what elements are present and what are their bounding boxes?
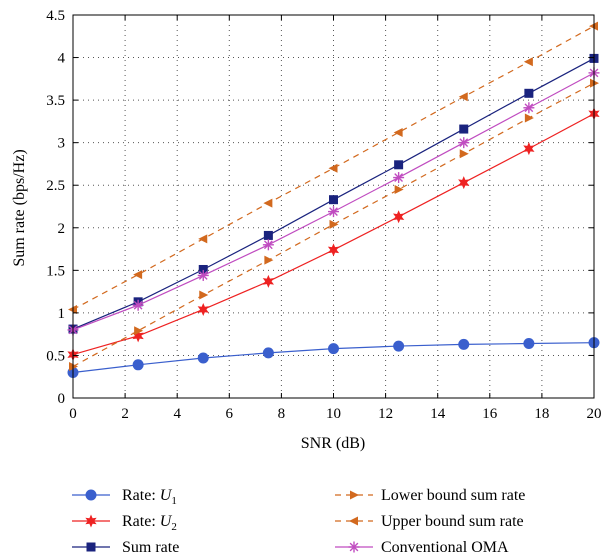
legend-item: Conventional OMA [335, 539, 509, 556]
data-point [262, 239, 274, 251]
data-point [393, 210, 405, 224]
x-axis-label: SNR (dB) [301, 435, 365, 452]
data-point [198, 264, 208, 274]
data-point [198, 234, 208, 244]
x-tick-label: 14 [430, 406, 446, 422]
data-point [263, 198, 273, 208]
data-point [393, 340, 405, 352]
data-point [393, 172, 405, 184]
data-point [197, 352, 209, 364]
data-point [459, 124, 469, 134]
data-point [263, 230, 273, 240]
legend-label: Conventional OMA [381, 539, 509, 556]
series-rate-u2 [67, 107, 600, 362]
data-point [328, 163, 338, 173]
series-line [72, 57, 595, 330]
legend-marker [350, 490, 359, 500]
series-conventional-oma [67, 67, 600, 336]
data-point [262, 274, 274, 288]
data-point [197, 302, 209, 316]
data-point [264, 255, 274, 265]
legend-item: Upper bound sum rate [335, 513, 524, 530]
legend-label: Rate: U2 [122, 513, 177, 533]
data-point [329, 195, 338, 205]
y-tick-label: 2 [58, 221, 66, 237]
x-tick-label: 16 [482, 406, 498, 422]
legend-item: Rate: U1 [72, 487, 177, 507]
x-tick-label: 0 [69, 406, 77, 422]
data-point [523, 142, 535, 156]
y-axis-label: Sum rate (bps/Hz) [11, 149, 28, 266]
data-point [523, 57, 533, 67]
data-point [393, 127, 403, 137]
data-point [524, 113, 534, 123]
y-tick-label: 1.5 [46, 263, 65, 279]
legend-label: Lower bound sum rate [381, 487, 525, 504]
series-upper-bound-sum-rate [68, 21, 598, 314]
y-tick-label: 4 [58, 51, 66, 67]
data-point [132, 329, 144, 343]
legend-item: Rate: U2 [72, 513, 177, 533]
legend-marker [86, 542, 96, 552]
data-point [132, 299, 144, 311]
x-tick-label: 4 [173, 406, 181, 422]
x-tick-label: 18 [534, 406, 549, 422]
y-tick-label: 3.5 [46, 93, 65, 109]
data-point [458, 176, 470, 190]
series-line [72, 113, 595, 356]
x-tick-label: 10 [326, 406, 341, 422]
series-line [72, 82, 595, 368]
data-point [327, 243, 340, 257]
x-tick-label: 6 [226, 406, 234, 422]
data-point [328, 206, 339, 218]
data-point [523, 338, 535, 350]
legend-marker [85, 514, 97, 528]
y-tick-label: 2.5 [46, 178, 65, 194]
legend-marker [85, 489, 97, 501]
axis-ticks: 0 2 4 6 8 10 12 14 16 18 20 0 0.5 1 1.5 2 2.5 3 3.5 4 4.5 [46, 8, 601, 422]
legend-label: Sum rate [122, 539, 179, 556]
legend-item: Lower bound sum rate [335, 487, 525, 504]
data-point [459, 149, 469, 159]
data-point [199, 290, 209, 300]
series-rate-u1 [67, 337, 600, 378]
data-point [523, 102, 535, 114]
y-tick-label: 0.5 [46, 348, 65, 364]
y-tick-label: 1 [58, 306, 66, 322]
legend-label: Upper bound sum rate [381, 513, 524, 530]
legend: Rate: U1 Rate: U2 Sum rate Lower bound sum … [72, 487, 525, 556]
data-point [458, 92, 468, 102]
y-tick-label: 0 [58, 391, 66, 407]
x-tick-label: 12 [378, 406, 393, 422]
data-point [262, 347, 274, 359]
y-tick-label: 4.5 [46, 8, 65, 24]
legend-label: Rate: U1 [122, 487, 177, 507]
data-point [197, 269, 209, 281]
data-point [524, 88, 534, 98]
legend-marker [349, 516, 358, 526]
x-tick-label: 20 [587, 406, 602, 422]
data-point [394, 184, 404, 194]
data-point [134, 326, 144, 336]
data-point [394, 160, 404, 170]
x-tick-label: 8 [278, 406, 286, 422]
y-tick-label: 3 [58, 136, 66, 152]
data-point [329, 219, 339, 229]
grid [73, 15, 594, 398]
data-point [133, 270, 143, 280]
data-point [132, 359, 144, 371]
data-point [328, 343, 339, 355]
legend-marker [348, 541, 360, 553]
legend-item: Sum rate [72, 539, 179, 556]
x-tick-label: 2 [121, 406, 129, 422]
data-point [458, 137, 470, 149]
data-point [458, 338, 470, 350]
plot-series [67, 21, 600, 378]
series-lower-bound-sum-rate [69, 78, 599, 372]
